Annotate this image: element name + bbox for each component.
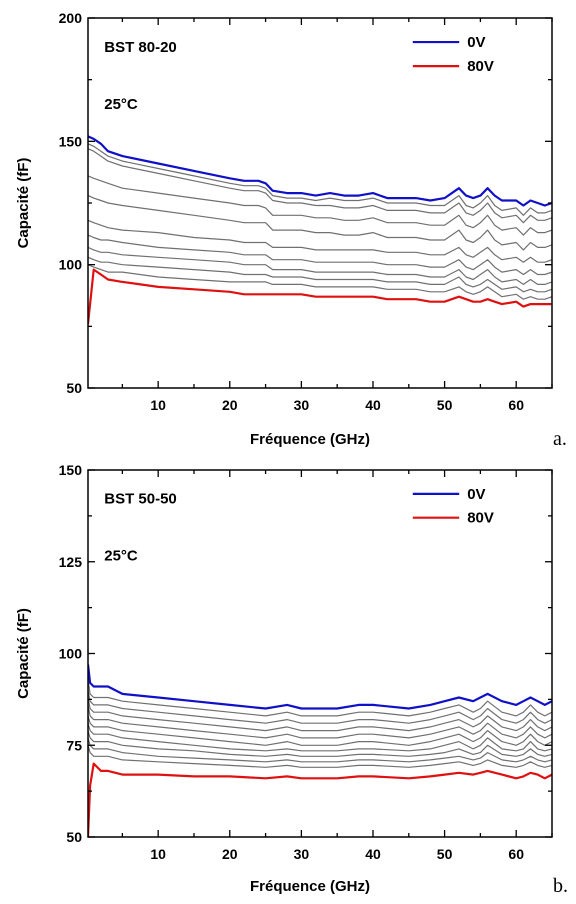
y-tick-label: 125: [59, 554, 83, 570]
y-axis-title: Capacité (fF): [15, 158, 32, 249]
series-line-8: [88, 256, 552, 293]
x-tick-label: 60: [508, 846, 524, 862]
series-line-3: [88, 175, 552, 236]
chart-panel-a: 10 20 30 40 50 60 50 100 150 200 Fréquence (GHz) Ca…: [15, 10, 567, 450]
series-line-9: [88, 745, 552, 768]
y-axis-title: Capacité (fF): [15, 608, 32, 699]
y-tick-label: 75: [66, 737, 82, 753]
series-line-4: [88, 704, 552, 739]
legend-label-0v: 0V: [467, 486, 485, 503]
series-line-2: [88, 690, 552, 724]
sample-annotation: BST 50-50: [104, 491, 177, 508]
series-line-1: [88, 143, 552, 216]
x-tick-label: 50: [437, 397, 453, 413]
y-tick-label: 100: [59, 646, 83, 662]
chart-panel-b: 10 20 30 40 50 60 50 75 100 125 150 Fréquence (GHz)…: [15, 462, 568, 897]
legend-label-80v: 80V: [467, 58, 494, 75]
x-tick-label: 40: [365, 397, 381, 413]
panel-label: b.: [553, 875, 568, 897]
x-tick-label: 50: [437, 846, 453, 862]
legend-label-0v: 0V: [467, 34, 485, 51]
y-tick-label: 200: [59, 10, 83, 26]
series-line-9: [88, 264, 552, 300]
x-tick-label: 60: [508, 397, 524, 413]
series-line-80v: [88, 762, 552, 837]
x-tick-label: 10: [150, 846, 166, 862]
y-tick-label: 50: [66, 380, 82, 396]
series-line-5: [88, 715, 552, 746]
series-line-3: [88, 697, 552, 732]
x-axis-title: Fréquence (GHz): [250, 431, 370, 448]
y-tick-label: 100: [59, 257, 83, 273]
series-line-7: [88, 246, 552, 285]
series-line-4: [88, 195, 552, 251]
legend-label-80v: 80V: [467, 510, 494, 527]
series-line-6: [88, 234, 552, 276]
series-line-2: [88, 148, 552, 224]
temperature-annotation: 25°C: [104, 547, 138, 564]
y-tick-label: 150: [59, 133, 83, 149]
series-line-80v: [88, 268, 552, 325]
series-line-1: [88, 679, 552, 717]
x-axis-title: Fréquence (GHz): [250, 878, 370, 895]
series-line-5: [88, 219, 552, 263]
x-tick-label: 40: [365, 846, 381, 862]
panel-label: a.: [553, 428, 567, 450]
y-tick-label: 50: [66, 829, 82, 845]
x-tick-label: 30: [294, 846, 310, 862]
temperature-annotation: 25°C: [104, 96, 138, 113]
series-line-8: [88, 737, 552, 763]
x-tick-label: 10: [150, 397, 166, 413]
x-tick-label: 20: [222, 846, 238, 862]
x-tick-label: 30: [294, 397, 310, 413]
x-tick-label: 20: [222, 397, 238, 413]
series-line-6: [88, 723, 552, 752]
sample-annotation: BST 80-20: [104, 39, 177, 56]
series-group: [88, 135, 552, 325]
series-line-7: [88, 730, 552, 757]
series-group: [88, 664, 552, 837]
series-line-0v: [88, 664, 552, 710]
series-line-0v: [88, 135, 552, 207]
y-tick-label: 150: [59, 462, 83, 478]
